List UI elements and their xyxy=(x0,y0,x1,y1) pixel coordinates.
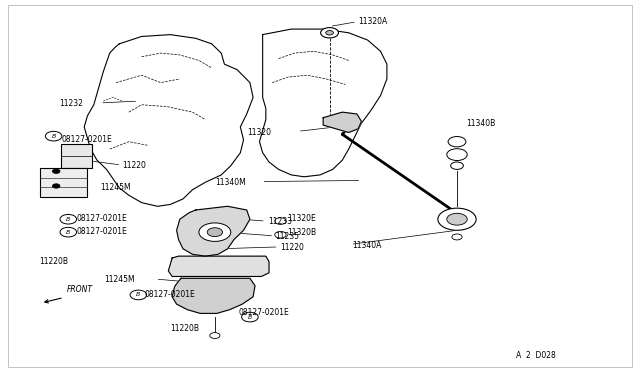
Text: 11340M: 11340M xyxy=(215,178,246,187)
Circle shape xyxy=(438,208,476,230)
Text: 11245M: 11245M xyxy=(100,183,131,192)
Circle shape xyxy=(210,333,220,339)
Circle shape xyxy=(45,131,62,141)
Circle shape xyxy=(207,228,223,237)
Text: 08127-0201E: 08127-0201E xyxy=(77,227,127,235)
Text: 11320E: 11320E xyxy=(287,214,316,222)
Polygon shape xyxy=(84,35,253,206)
Circle shape xyxy=(451,162,463,169)
Text: 11340A: 11340A xyxy=(352,241,381,250)
Text: 11220: 11220 xyxy=(280,243,304,252)
Circle shape xyxy=(242,312,258,322)
Text: B: B xyxy=(136,292,141,298)
Text: 08127-0201E: 08127-0201E xyxy=(145,290,195,299)
Text: B: B xyxy=(66,217,70,222)
Text: 11320B: 11320B xyxy=(287,228,316,237)
Circle shape xyxy=(452,234,462,240)
Polygon shape xyxy=(172,278,255,313)
Text: 08127-0201E: 08127-0201E xyxy=(62,135,113,144)
Text: 08127-0201E: 08127-0201E xyxy=(239,308,289,317)
Polygon shape xyxy=(168,256,269,276)
Text: 11340B: 11340B xyxy=(467,119,496,128)
Text: 08127-0201E: 08127-0201E xyxy=(77,214,127,222)
Text: 11235: 11235 xyxy=(275,232,300,241)
Circle shape xyxy=(60,214,77,224)
Polygon shape xyxy=(323,112,362,132)
Polygon shape xyxy=(259,29,387,177)
Circle shape xyxy=(321,28,339,38)
Circle shape xyxy=(447,149,467,161)
Circle shape xyxy=(60,227,77,237)
Text: 11220B: 11220B xyxy=(40,257,68,266)
Circle shape xyxy=(130,290,147,300)
Circle shape xyxy=(275,218,286,224)
Bar xyxy=(40,167,88,197)
Text: B: B xyxy=(248,315,252,320)
FancyArrowPatch shape xyxy=(45,298,61,303)
Text: 11245M: 11245M xyxy=(104,275,135,283)
Circle shape xyxy=(52,184,60,188)
Text: A  2  D028: A 2 D028 xyxy=(516,350,556,359)
Text: 11220: 11220 xyxy=(122,161,147,170)
Circle shape xyxy=(199,223,231,241)
Text: B: B xyxy=(51,134,56,139)
Circle shape xyxy=(326,31,333,35)
Text: 11232: 11232 xyxy=(59,99,83,108)
Polygon shape xyxy=(177,206,250,256)
Text: B: B xyxy=(66,230,70,235)
Text: 11320A: 11320A xyxy=(358,17,387,26)
Text: FRONT: FRONT xyxy=(67,285,92,294)
FancyBboxPatch shape xyxy=(61,144,92,169)
Text: 11220B: 11220B xyxy=(170,324,199,333)
Circle shape xyxy=(448,137,466,147)
Circle shape xyxy=(447,213,467,225)
Text: 11320: 11320 xyxy=(246,128,271,137)
Circle shape xyxy=(275,231,286,238)
Text: 11233: 11233 xyxy=(268,217,292,226)
Circle shape xyxy=(52,169,60,173)
